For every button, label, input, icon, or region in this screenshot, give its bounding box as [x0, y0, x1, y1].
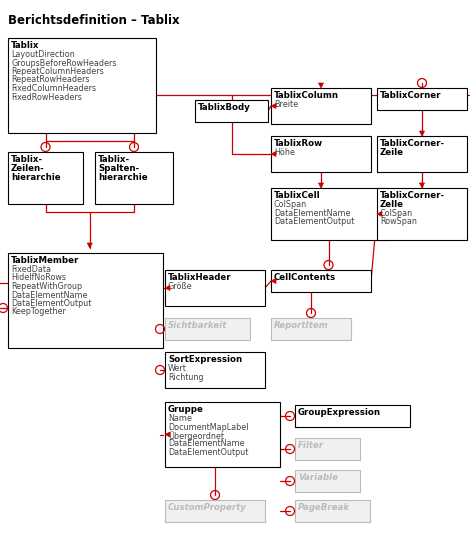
- Polygon shape: [165, 286, 170, 290]
- Text: Breite: Breite: [274, 100, 298, 109]
- Text: DataElementName: DataElementName: [11, 290, 87, 300]
- Text: DataElementOutput: DataElementOutput: [274, 217, 354, 226]
- Text: Gruppe: Gruppe: [168, 405, 204, 414]
- Text: Zeilen-: Zeilen-: [11, 164, 45, 173]
- Polygon shape: [319, 183, 323, 188]
- Text: Übergeordnet: Übergeordnet: [168, 431, 224, 441]
- Text: DataElementOutput: DataElementOutput: [11, 299, 91, 308]
- Text: TablixCorner-: TablixCorner-: [380, 139, 445, 148]
- Text: hierarchie: hierarchie: [98, 173, 148, 182]
- Bar: [8, 253, 163, 348]
- Text: FixedColumnHeaders: FixedColumnHeaders: [11, 84, 96, 93]
- Text: FixedRowHeaders: FixedRowHeaders: [11, 92, 82, 101]
- Text: LayoutDirection: LayoutDirection: [11, 50, 75, 59]
- Bar: [377, 88, 467, 110]
- Bar: [195, 100, 268, 122]
- Text: DataElementName: DataElementName: [168, 439, 245, 449]
- Bar: [377, 188, 467, 240]
- Polygon shape: [419, 131, 425, 136]
- Bar: [295, 405, 410, 427]
- Text: HideIfNoRows: HideIfNoRows: [11, 273, 66, 282]
- Bar: [271, 88, 371, 124]
- Text: FixedData: FixedData: [11, 265, 51, 274]
- Polygon shape: [87, 243, 92, 248]
- Bar: [295, 438, 360, 460]
- Text: Zelle: Zelle: [380, 200, 404, 209]
- Text: DataElementName: DataElementName: [274, 208, 351, 217]
- Text: TablixBody: TablixBody: [198, 103, 251, 112]
- Polygon shape: [271, 104, 276, 108]
- Text: TablixHeader: TablixHeader: [168, 273, 232, 282]
- Bar: [8, 152, 83, 204]
- Bar: [295, 470, 360, 492]
- Text: DocumentMapLabel: DocumentMapLabel: [168, 422, 248, 431]
- Text: ReportItem: ReportItem: [274, 321, 329, 330]
- Text: GroupExpression: GroupExpression: [298, 408, 381, 417]
- Text: Tablix-: Tablix-: [98, 155, 130, 164]
- Text: CustomProperty: CustomProperty: [168, 503, 247, 512]
- Bar: [165, 402, 280, 467]
- Text: RowSpan: RowSpan: [380, 217, 417, 226]
- Text: hierarchie: hierarchie: [11, 173, 61, 182]
- Text: TablixCorner: TablixCorner: [380, 91, 441, 100]
- Text: Sichtbarkeit: Sichtbarkeit: [168, 321, 228, 330]
- Text: DataElementOutput: DataElementOutput: [168, 448, 248, 457]
- Bar: [165, 318, 250, 340]
- Text: Name: Name: [168, 414, 192, 423]
- Text: Tablix: Tablix: [11, 41, 39, 50]
- Text: TablixColumn: TablixColumn: [274, 91, 339, 100]
- Polygon shape: [271, 279, 276, 284]
- Polygon shape: [271, 152, 276, 156]
- Bar: [8, 38, 156, 133]
- Text: TablixRow: TablixRow: [274, 139, 323, 148]
- Bar: [165, 500, 265, 522]
- Text: KeepTogether: KeepTogether: [11, 308, 66, 317]
- Text: ColSpan: ColSpan: [274, 200, 307, 209]
- Bar: [95, 152, 173, 204]
- Text: Variable: Variable: [298, 473, 338, 482]
- Text: Wert: Wert: [168, 364, 187, 373]
- Text: RepeatColumnHeaders: RepeatColumnHeaders: [11, 67, 104, 76]
- Bar: [271, 270, 371, 292]
- Bar: [271, 136, 371, 172]
- Bar: [165, 270, 265, 306]
- Polygon shape: [165, 432, 170, 437]
- Text: SortExpression: SortExpression: [168, 355, 242, 364]
- Polygon shape: [377, 211, 382, 216]
- Bar: [165, 352, 265, 388]
- Text: CellContents: CellContents: [274, 273, 336, 282]
- Text: TablixCorner-: TablixCorner-: [380, 191, 445, 200]
- Bar: [271, 318, 351, 340]
- Text: RepeatWithGroup: RepeatWithGroup: [11, 282, 82, 291]
- Text: Richtung: Richtung: [168, 373, 203, 381]
- Text: PageBreak: PageBreak: [298, 503, 350, 512]
- Text: Berichtsdefinition – Tablix: Berichtsdefinition – Tablix: [8, 14, 180, 27]
- Polygon shape: [419, 183, 425, 188]
- Text: ColSpan: ColSpan: [380, 209, 413, 218]
- Text: Zeile: Zeile: [380, 148, 404, 157]
- Text: Filter: Filter: [298, 441, 324, 450]
- Text: RepeatRowHeaders: RepeatRowHeaders: [11, 75, 89, 84]
- Text: Höhe: Höhe: [274, 148, 295, 157]
- Text: GroupsBeforeRowHeaders: GroupsBeforeRowHeaders: [11, 59, 116, 67]
- Bar: [295, 500, 370, 522]
- Text: Tablix-: Tablix-: [11, 155, 43, 164]
- Bar: [377, 136, 467, 172]
- Text: TablixCell: TablixCell: [274, 191, 321, 200]
- Text: TablixMember: TablixMember: [11, 256, 79, 265]
- Text: Größe: Größe: [168, 282, 193, 291]
- Polygon shape: [319, 83, 323, 88]
- Bar: [271, 188, 386, 240]
- Text: Spalten-: Spalten-: [98, 164, 139, 173]
